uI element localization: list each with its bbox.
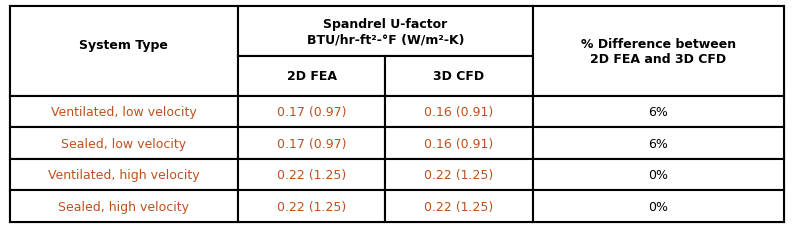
Bar (533, 191, 784, 222)
Text: 0%: 0% (649, 169, 669, 181)
Text: 0.17 (0.97): 0.17 (0.97) (277, 137, 346, 150)
Text: Sealed, high velocity: Sealed, high velocity (58, 200, 189, 213)
Bar (238, 128, 385, 159)
Text: 0.16 (0.91): 0.16 (0.91) (424, 137, 494, 150)
Bar (238, 7, 533, 57)
Bar (533, 159, 784, 191)
Bar (385, 191, 533, 222)
Text: Ventilated, high velocity: Ventilated, high velocity (48, 169, 199, 181)
Bar (385, 57, 533, 96)
Bar (10, 96, 238, 128)
Text: Ventilated, low velocity: Ventilated, low velocity (51, 106, 197, 118)
Bar (533, 7, 784, 96)
Bar (238, 96, 385, 128)
Bar (10, 159, 238, 191)
Bar (533, 128, 784, 159)
Text: 0.16 (0.91): 0.16 (0.91) (424, 106, 494, 118)
Bar (385, 128, 533, 159)
Bar (10, 191, 238, 222)
Text: 0.17 (0.97): 0.17 (0.97) (277, 106, 346, 118)
Bar (238, 57, 385, 96)
Text: 0.22 (1.25): 0.22 (1.25) (424, 169, 494, 181)
Text: 0%: 0% (649, 200, 669, 213)
Text: 2D FEA: 2D FEA (287, 70, 337, 83)
Text: Spandrel U-factor
BTU/hr-ft²-°F (W/m²-K): Spandrel U-factor BTU/hr-ft²-°F (W/m²-K) (306, 18, 464, 46)
Text: % Difference between
2D FEA and 3D CFD: % Difference between 2D FEA and 3D CFD (581, 38, 736, 65)
Bar (385, 159, 533, 191)
Bar (10, 128, 238, 159)
Text: 3D CFD: 3D CFD (434, 70, 484, 83)
Text: Sealed, low velocity: Sealed, low velocity (61, 137, 187, 150)
Bar (385, 96, 533, 128)
Text: System Type: System Type (79, 39, 168, 52)
Text: 0.22 (1.25): 0.22 (1.25) (277, 169, 346, 181)
Text: 6%: 6% (649, 137, 669, 150)
Text: 0.22 (1.25): 0.22 (1.25) (277, 200, 346, 213)
Text: 0.22 (1.25): 0.22 (1.25) (424, 200, 494, 213)
Text: 6%: 6% (649, 106, 669, 118)
Bar (533, 96, 784, 128)
Bar (238, 191, 385, 222)
Bar (238, 159, 385, 191)
Bar (10, 7, 238, 96)
